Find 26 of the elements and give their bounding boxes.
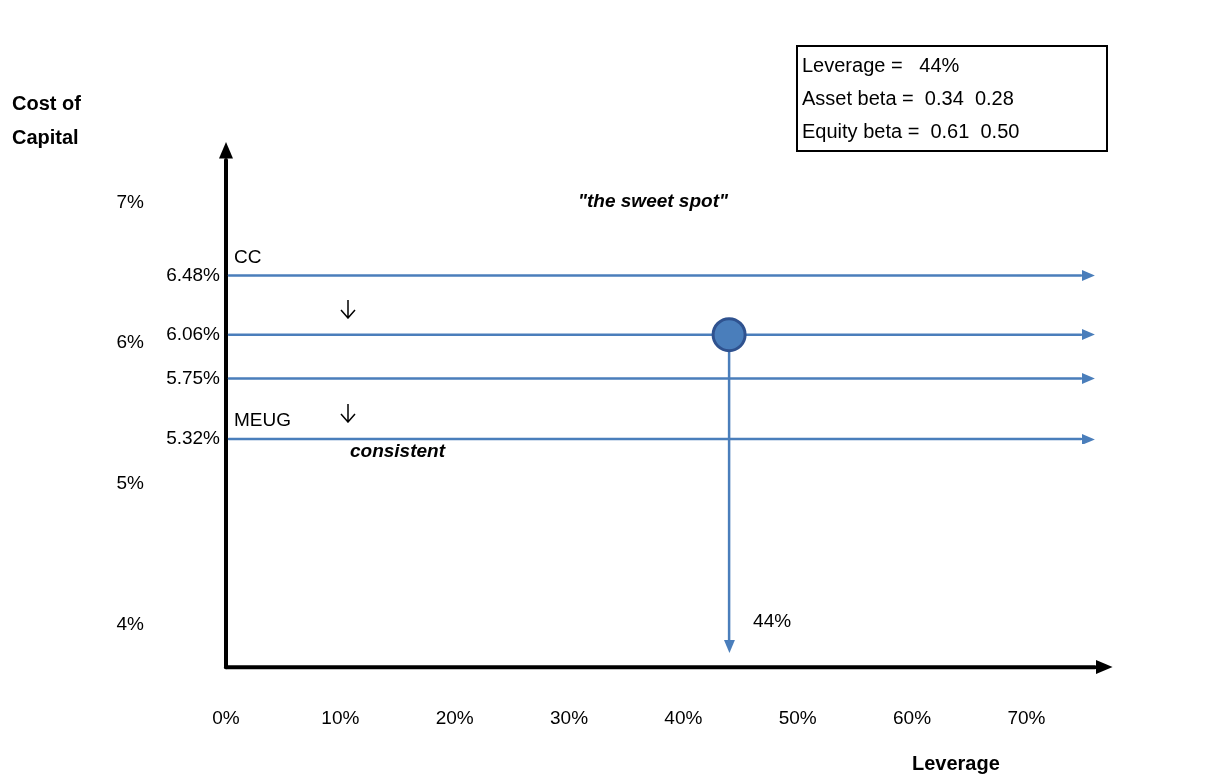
y-tick-label: 6% — [116, 331, 145, 353]
x-axis-title: Leverage — [912, 752, 1000, 775]
y-tick-label: 7% — [116, 190, 145, 212]
text: Asset beta = 0.34 0.28 — [802, 86, 1015, 111]
x-tick-label: 40% — [664, 706, 703, 728]
annotation: "the sweet spot" — [578, 190, 728, 212]
x-tick-label: 60% — [893, 706, 932, 728]
y-tick-label: 5% — [116, 472, 145, 494]
x-tick-label: 50% — [778, 706, 817, 728]
x-tick-label: 20% — [435, 706, 474, 728]
ref-line-label: 6.06% — [166, 322, 221, 344]
annotation: CC — [234, 245, 262, 267]
x-tick-label: 70% — [1007, 706, 1046, 728]
y-axis-title: Cost of Capital — [12, 91, 82, 150]
x-tick-label: 10% — [321, 706, 360, 728]
x-tick-label: 30% — [550, 706, 589, 728]
x-tick-label: 0% — [212, 706, 240, 728]
y-tick-label: 4% — [116, 613, 145, 635]
annotation: MEUG — [234, 409, 291, 431]
text: Equity beta = 0.61 0.50 — [802, 119, 1021, 144]
ref-line-label: 5.75% — [166, 366, 221, 388]
ref-line-label: 5.32% — [166, 427, 221, 449]
ref-line-label: 6.48% — [166, 263, 221, 285]
ref-line-label: 44% — [753, 610, 792, 632]
text: Leverage = 44% — [802, 53, 961, 78]
annotation: consistent — [350, 440, 446, 462]
